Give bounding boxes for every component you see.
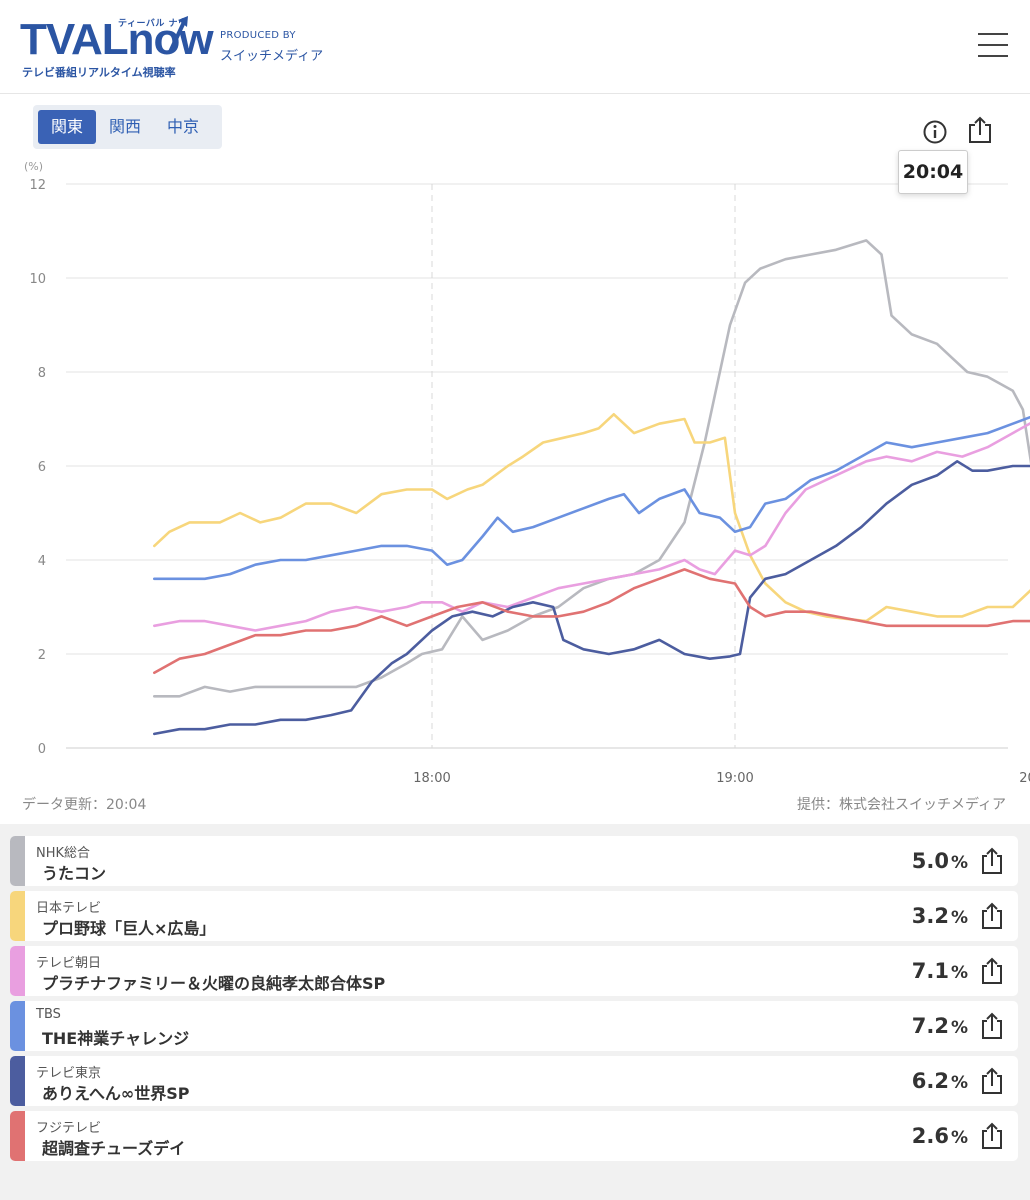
x-tick-label: 20:00	[1019, 771, 1030, 786]
program-card-tbs[interactable]: TBS THE神業チャレンジ 7.2%	[10, 1001, 1018, 1051]
program-card-fuji[interactable]: フジテレビ 超調査チューズデイ 2.6%	[10, 1111, 1018, 1161]
share-icon[interactable]	[980, 1122, 1004, 1150]
menu-bar	[978, 55, 1008, 57]
channel-color-bar	[10, 1001, 25, 1051]
rating-number: 7.1	[911, 959, 949, 983]
y-tick-label: 12	[29, 178, 46, 193]
rating-number: 5.0	[911, 849, 949, 873]
channel-color-bar	[10, 836, 25, 886]
channel-color-bar	[10, 1111, 25, 1161]
rating-unit: %	[950, 1128, 968, 1148]
rating-number: 3.2	[911, 904, 949, 928]
x-tick-label: 18:00	[413, 771, 450, 786]
rating-number: 6.2	[911, 1069, 949, 1093]
channel-name: NHK総合	[36, 846, 91, 861]
y-tick-label: 8	[38, 366, 46, 381]
tab-chukyo[interactable]: 中京	[166, 117, 199, 136]
channel-color-bar	[10, 891, 25, 941]
program-card-nhk[interactable]: NHK総合 うたコン 5.0%	[10, 836, 1018, 886]
y-axis-label: (%)	[24, 160, 43, 173]
series-line-tbs[interactable]	[153, 410, 1030, 581]
program-title: プラチナファミリー＆火曜の良純孝太郎合体SP	[42, 974, 386, 993]
program-title: 超調査チューズデイ	[42, 1139, 186, 1158]
tab-kanto[interactable]: 関東	[38, 110, 96, 144]
rating-number: 7.2	[911, 1014, 949, 1038]
data-updated: データ更新：20:04	[22, 797, 147, 813]
rating-unit: %	[950, 908, 968, 928]
rating-value: 7.2%	[912, 1014, 968, 1038]
produced-by: PRODUCED BY スイッチメディア	[220, 30, 323, 64]
share-icon[interactable]	[980, 902, 1004, 930]
channel-name: TBS	[36, 1007, 61, 1022]
rating-value: 2.6%	[912, 1124, 968, 1148]
produced-by-label: PRODUCED BY	[220, 30, 296, 41]
series-line-nhk[interactable]	[153, 239, 1030, 698]
logo-tagline: テレビ番組リアルタイム視聴率	[22, 66, 176, 79]
tvalnow-logo[interactable]: TVALnow ティーバル ナウ テレビ番組リアルタイム視聴率	[20, 14, 214, 80]
hamburger-menu-button[interactable]	[978, 33, 1008, 59]
program-title: ありえへん∞世界SP	[42, 1084, 190, 1103]
y-tick-label: 6	[38, 460, 46, 475]
rating-unit: %	[950, 853, 968, 873]
logo-arrow-icon	[168, 16, 188, 53]
rating-unit: %	[950, 963, 968, 983]
program-list: NHK総合 うたコン 5.0% 日本テレビ プロ野球「巨人×広島」 3.2% テ…	[0, 824, 1030, 1200]
rating-value: 3.2%	[912, 904, 968, 928]
rating-number: 2.6	[911, 1124, 949, 1148]
program-card-tvasahi[interactable]: テレビ朝日 プラチナファミリー＆火曜の良純孝太郎合体SP 7.1%	[10, 946, 1018, 996]
menu-bar	[978, 33, 1008, 35]
ratings-chart: (%) 0 2 4 6 8 10 12 18:00 19:00 20:00	[0, 150, 1030, 820]
series-line-tvasahi[interactable]	[153, 414, 1030, 632]
rating-value: 6.2%	[912, 1069, 968, 1093]
series-line-tvtokyo[interactable]	[153, 457, 1030, 736]
channel-name: フジテレビ	[36, 1121, 102, 1136]
app-header: TVALnow ティーバル ナウ テレビ番組リアルタイム視聴率 PRODUCED…	[0, 0, 1030, 94]
data-provider: 提供：株式会社スイッチメディア	[796, 797, 1006, 813]
series-line-ntv[interactable]	[153, 413, 1030, 623]
program-card-tvtokyo[interactable]: テレビ東京 ありえへん∞世界SP 6.2%	[10, 1056, 1018, 1106]
channel-color-bar	[10, 1056, 25, 1106]
y-tick-label: 2	[38, 648, 46, 663]
region-tabs: 関東 関西 中京	[33, 105, 222, 149]
producer-name[interactable]: スイッチメディア	[220, 49, 324, 64]
y-tick-label: 10	[29, 272, 46, 287]
info-icon[interactable]	[922, 119, 948, 145]
channel-name: テレビ朝日	[36, 956, 102, 971]
channel-color-bar	[10, 946, 25, 996]
share-icon[interactable]	[980, 1067, 1004, 1095]
rating-value: 5.0%	[912, 849, 968, 873]
y-tick-label: 0	[38, 742, 46, 757]
share-icon[interactable]	[980, 957, 1004, 985]
channel-name: テレビ東京	[36, 1066, 102, 1081]
logo-kana: ティーバル ナウ	[118, 19, 188, 29]
rating-value: 7.1%	[912, 959, 968, 983]
x-tick-label: 19:00	[716, 771, 753, 786]
rating-unit: %	[950, 1018, 968, 1038]
program-card-ntv[interactable]: 日本テレビ プロ野球「巨人×広島」 3.2%	[10, 891, 1018, 941]
tab-kansai[interactable]: 関西	[108, 117, 141, 136]
time-tooltip: 20:04	[898, 150, 968, 194]
program-title: THE神業チャレンジ	[42, 1029, 190, 1048]
menu-bar	[978, 44, 1008, 46]
series-line-fuji[interactable]	[153, 568, 1030, 675]
program-title: うたコン	[42, 864, 107, 883]
channel-name: 日本テレビ	[36, 901, 102, 916]
y-tick-label: 4	[38, 554, 46, 569]
share-icon[interactable]	[967, 116, 993, 144]
program-title: プロ野球「巨人×広島」	[42, 919, 216, 938]
share-icon[interactable]	[980, 1012, 1004, 1040]
ratings-line-chart[interactable]: (%) 0 2 4 6 8 10 12 18:00 19:00 20:00	[0, 150, 1030, 820]
rating-unit: %	[950, 1073, 968, 1093]
share-icon[interactable]	[980, 847, 1004, 875]
